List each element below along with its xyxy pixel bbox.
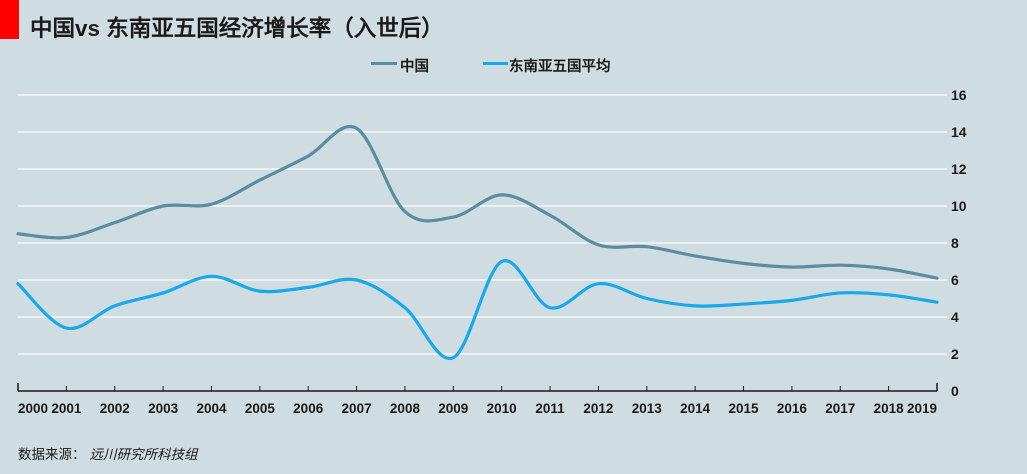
svg-text:2019: 2019 <box>907 401 937 416</box>
svg-text:2018: 2018 <box>874 401 905 416</box>
svg-text:14: 14 <box>951 124 967 140</box>
svg-text:2014: 2014 <box>680 401 711 416</box>
svg-text:16: 16 <box>951 87 967 103</box>
svg-text:2017: 2017 <box>825 401 855 416</box>
svg-text:8: 8 <box>951 235 959 251</box>
svg-text:2005: 2005 <box>245 401 276 416</box>
svg-text:2011: 2011 <box>535 401 565 416</box>
svg-text:0: 0 <box>951 383 959 399</box>
svg-text:2004: 2004 <box>196 401 227 416</box>
svg-text:2009: 2009 <box>438 401 468 416</box>
svg-text:2: 2 <box>951 346 959 362</box>
svg-text:2016: 2016 <box>777 401 808 416</box>
svg-text:2002: 2002 <box>100 401 130 416</box>
svg-text:10: 10 <box>951 198 967 214</box>
svg-text:2013: 2013 <box>632 401 663 416</box>
svg-text:2000: 2000 <box>18 401 48 416</box>
svg-text:2003: 2003 <box>148 401 179 416</box>
svg-text:2001: 2001 <box>51 401 82 416</box>
svg-text:12: 12 <box>951 161 967 177</box>
svg-text:2015: 2015 <box>729 401 760 416</box>
svg-text:2007: 2007 <box>342 401 372 416</box>
svg-text:2010: 2010 <box>487 401 517 416</box>
svg-text:2008: 2008 <box>390 401 421 416</box>
svg-text:6: 6 <box>951 272 959 288</box>
svg-text:2006: 2006 <box>293 401 324 416</box>
svg-text:2012: 2012 <box>583 401 613 416</box>
svg-text:4: 4 <box>951 309 959 325</box>
